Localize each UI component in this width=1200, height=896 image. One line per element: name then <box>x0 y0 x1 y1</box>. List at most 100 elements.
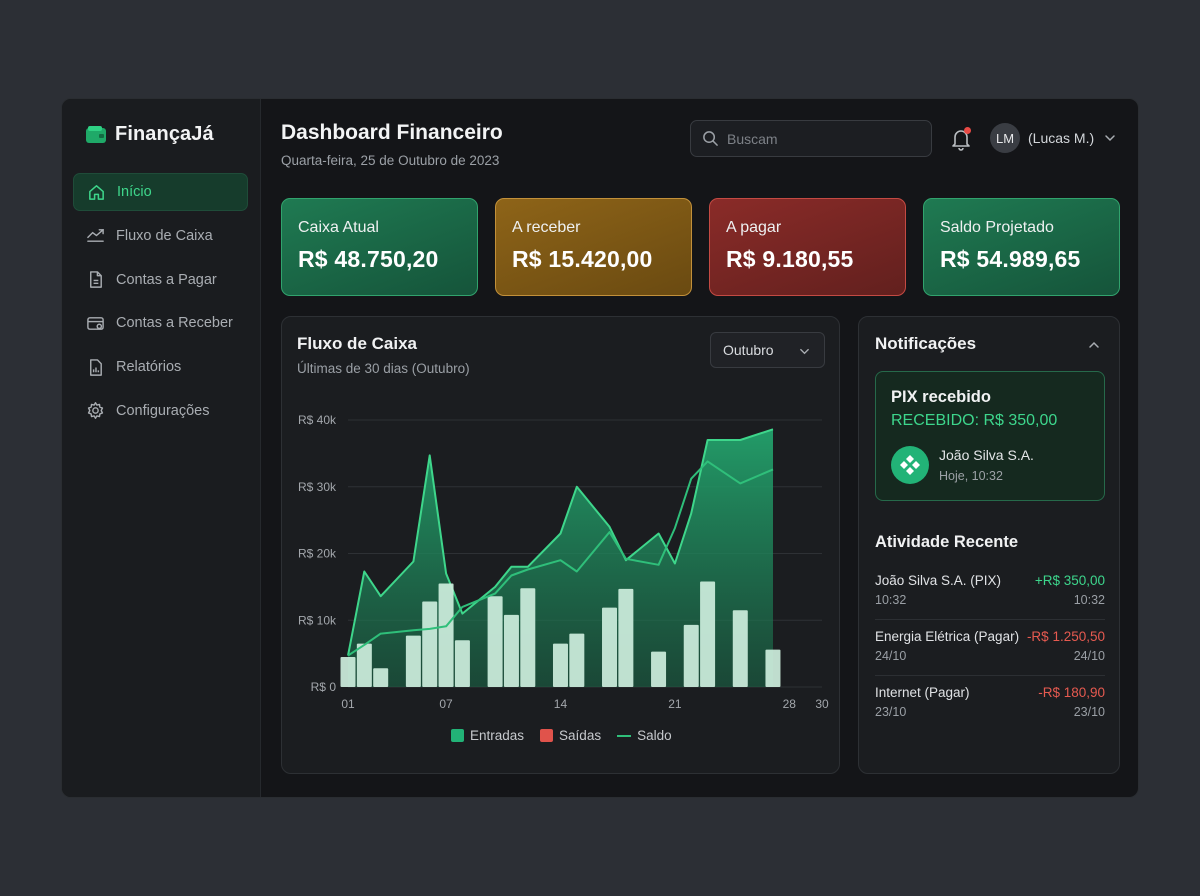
sidebar-item-label: Relatórios <box>116 359 182 376</box>
bar-day-27 <box>765 649 781 687</box>
sidebar-item-contas-a-pagar[interactable]: Contas a Pagar <box>73 261 248 299</box>
chart-line-icon <box>87 229 104 243</box>
wallet-card-icon <box>87 316 104 330</box>
bar-day-25 <box>732 610 748 687</box>
divider <box>875 675 1105 676</box>
line-saldo <box>347 460 774 657</box>
page-date: Quarta-feira, 25 de Outubro de 2023 <box>281 153 500 168</box>
sidebar-item-configuracoes[interactable]: Configurações <box>73 392 248 430</box>
sidebar-item-label: Contas a Receber <box>116 315 233 332</box>
y-tick-label: R$ 10k <box>298 613 337 627</box>
kpi-label: A receber <box>512 219 581 236</box>
cashflow-panel: R$ 0 R$ 10k R$ 20k R$ 30k R$ 40k 01 07 14 21 28 30… <box>281 316 840 774</box>
y-tick-label: R$ 30k <box>298 480 337 494</box>
activity-item[interactable]: Internet (Pagar) -R$ 180,90 23/10 23/10 <box>875 685 1105 725</box>
document-icon <box>90 271 102 288</box>
kpi-card-saldo-projetado[interactable]: Saldo Projetado R$ 54.989,65 <box>923 198 1120 296</box>
report-icon <box>90 358 102 376</box>
sidebar-item-contas-a-receber[interactable]: Contas a Receber <box>73 304 248 342</box>
chevron-up-icon[interactable] <box>1088 339 1100 351</box>
app-name: FinançaJá <box>115 123 214 145</box>
sidebar-item-relatorios[interactable]: Relatórios <box>73 348 248 386</box>
legend-saldo[interactable]: Saldo <box>617 728 672 743</box>
kpi-value: R$ 48.750,20 <box>298 246 439 272</box>
legend-label: Entradas <box>470 728 525 743</box>
activity-date: 24/10 <box>875 649 907 663</box>
chart-title: Fluxo de Caixa <box>297 334 417 353</box>
legend-label: Saldo <box>637 728 672 743</box>
notification-title: PIX recebido <box>891 388 991 406</box>
bar-day-1 <box>340 656 356 687</box>
activity-name: Internet (Pagar) <box>875 685 970 700</box>
home-icon <box>89 184 104 200</box>
app-window: FinançaJá Início Fluxo de Caixa Contas a… <box>61 98 1139 798</box>
x-tick-label: 30 <box>815 697 829 711</box>
sidebar-item-label: Configurações <box>116 402 210 419</box>
notification-sender: João Silva S.A. <box>939 447 1034 463</box>
page-title: Dashboard Financeiro <box>281 121 503 144</box>
activity-date-right: 10:32 <box>1073 593 1105 607</box>
search-icon <box>703 131 718 146</box>
user-name[interactable]: (Lucas M.) <box>1028 130 1095 146</box>
activity-date-right: 24/10 <box>1073 649 1105 663</box>
kpi-value: R$ 15.420,00 <box>512 246 653 272</box>
bar-day-15 <box>569 633 585 687</box>
y-tick-label: R$ 0 <box>311 680 337 694</box>
bar-day-22 <box>683 624 699 687</box>
bar-day-2 <box>356 643 372 687</box>
kpi-value: R$ 54.989,65 <box>940 246 1081 272</box>
activity-date-right: 23/10 <box>1073 705 1105 719</box>
kpi-label: A pagar <box>726 219 782 236</box>
logo[interactable]: FinançaJá <box>86 123 214 146</box>
bar-day-11 <box>503 614 519 687</box>
bar-day-14 <box>552 643 568 687</box>
bell-icon[interactable] <box>950 127 972 151</box>
sidebar-item-inicio[interactable]: Início <box>73 173 248 211</box>
notification-time: Hoje, 10:32 <box>939 469 1003 483</box>
activity-name: Energia Elétrica (Pagar) <box>875 629 1020 644</box>
notification-card[interactable]: PIX recebido RECEBIDO: R$ 350,00 João Si… <box>875 371 1105 501</box>
gear-icon <box>87 402 104 420</box>
kpi-value: R$ 9.180,55 <box>726 246 854 272</box>
kpi-card-caixa-atual[interactable]: Caixa Atual R$ 48.750,20 <box>281 198 478 296</box>
line-entradas <box>347 428 774 656</box>
sidebar-nav: Início Fluxo de Caixa Contas a Pagar Con… <box>73 173 248 436</box>
sidebar-item-fluxo-de-caixa[interactable]: Fluxo de Caixa <box>73 217 248 255</box>
chart-subtitle: Últimas de 30 dias (Outubro) <box>297 361 470 376</box>
legend-swatch <box>617 734 632 737</box>
kpi-card-a-receber[interactable]: A receber R$ 15.420,00 <box>495 198 692 296</box>
bar-day-5 <box>405 635 421 687</box>
bar-day-8 <box>454 640 470 687</box>
x-tick-label: 07 <box>439 697 453 711</box>
kpi-label: Caixa Atual <box>298 219 379 236</box>
sidebar-item-label: Fluxo de Caixa <box>116 227 213 244</box>
chevron-down-icon[interactable] <box>1104 132 1116 144</box>
bar-day-10 <box>487 596 503 687</box>
kpi-label: Saldo Projetado <box>940 219 1054 236</box>
period-select-value: Outubro <box>723 342 774 358</box>
avatar[interactable]: LM <box>990 123 1020 153</box>
activity-item[interactable]: João Silva S.A. (PIX) +R$ 350,00 10:32 1… <box>875 573 1105 613</box>
kpi-card-a-pagar[interactable]: A pagar R$ 9.180,55 <box>709 198 906 296</box>
search-box[interactable] <box>690 120 932 157</box>
notification-dot <box>964 127 971 134</box>
activity-amount: +R$ 350,00 <box>1034 573 1105 588</box>
bar-day-3 <box>373 668 389 687</box>
activity-amount: -R$ 180,90 <box>1038 685 1105 700</box>
x-tick-label: 28 <box>783 697 797 711</box>
search-input[interactable] <box>727 130 907 147</box>
wallet-logo-icon <box>86 126 106 143</box>
activity-item[interactable]: Energia Elétrica (Pagar) -R$ 1.250,50 24… <box>875 629 1105 669</box>
chart-legend: Entradas Saídas Saldo <box>451 728 672 743</box>
legend-saidas[interactable]: Saídas <box>540 728 601 743</box>
period-select[interactable]: Outubro <box>710 332 825 368</box>
recent-activity-title: Atividade Recente <box>875 533 1019 551</box>
legend-entradas[interactable]: Entradas <box>451 728 524 743</box>
x-tick-label: 01 <box>341 697 355 711</box>
legend-swatch <box>540 729 554 742</box>
sidebar-item-label: Contas a Pagar <box>116 271 217 288</box>
notifications-panel: Notificações PIX recebido RECEBIDO: R$ 3… <box>858 316 1120 774</box>
activity-amount: -R$ 1.250,50 <box>1026 629 1105 644</box>
y-tick-label: R$ 20k <box>298 547 337 561</box>
notifications-title: Notificações <box>875 334 977 353</box>
